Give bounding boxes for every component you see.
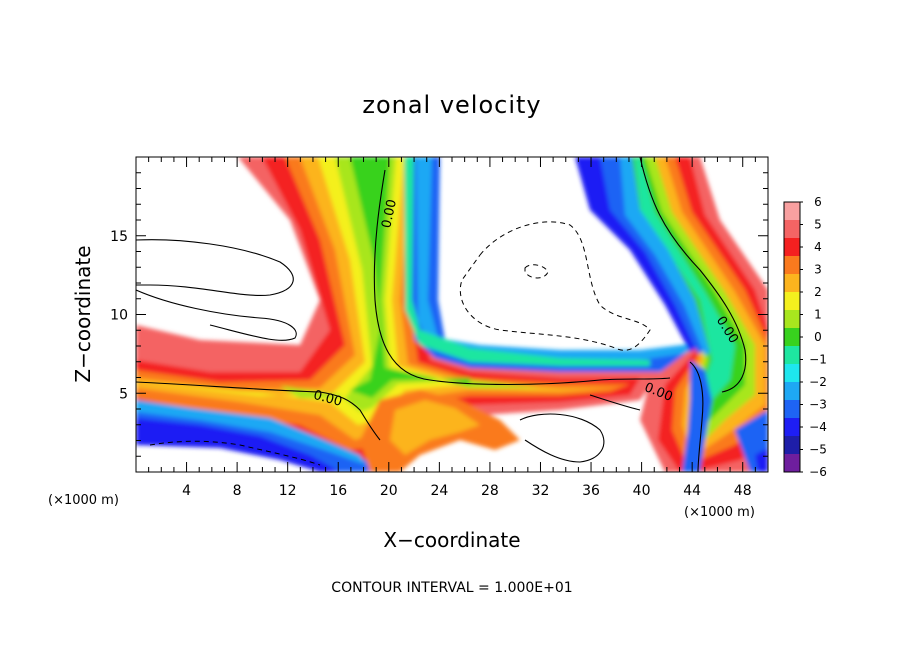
x-tick-label-0: 4 bbox=[182, 483, 191, 499]
colorbar-label-2: 4 bbox=[814, 240, 822, 254]
y-axis-title: Z−coordinate bbox=[71, 245, 95, 382]
colorbar-swatch-9 bbox=[784, 364, 800, 383]
colorbar-swatch-2 bbox=[784, 238, 800, 257]
y-axis: 5 10 15 bbox=[110, 172, 768, 457]
x-tick-label-7: 32 bbox=[532, 483, 550, 499]
colorbar-swatch-13 bbox=[784, 436, 800, 455]
x-tick-label-6: 28 bbox=[481, 483, 499, 499]
plot-area bbox=[136, 157, 768, 472]
x-tick-label-4: 20 bbox=[380, 483, 398, 499]
contour-interval-footer: CONTOUR INTERVAL = 1.000E+01 bbox=[331, 580, 572, 596]
colorbar-swatch-6 bbox=[784, 310, 800, 329]
colorbar-label-4: 2 bbox=[814, 285, 822, 299]
colorbar-label-1: 5 bbox=[814, 218, 822, 232]
x-tick-label-10: 44 bbox=[683, 483, 701, 499]
colorbar-label-9: −3 bbox=[809, 398, 827, 412]
x-unit-label-right: (×1000 m) bbox=[684, 505, 755, 520]
y-tick-label-1: 10 bbox=[110, 308, 128, 324]
y-tick-label-0: 5 bbox=[119, 386, 128, 402]
colorbar-swatch-8 bbox=[784, 346, 800, 365]
contour-label-1: 0.00 bbox=[379, 198, 400, 229]
y-tick-label-2: 15 bbox=[110, 229, 128, 245]
colorbar-swatch-10 bbox=[784, 382, 800, 401]
x-tick-label-3: 16 bbox=[329, 483, 347, 499]
colorbar-label-7: −1 bbox=[809, 353, 827, 367]
x-tick-label-9: 40 bbox=[633, 483, 651, 499]
velocity-shading bbox=[136, 157, 768, 472]
dashed-contours bbox=[149, 221, 651, 466]
x-tick-label-8: 36 bbox=[582, 483, 600, 499]
x-tick-label-1: 8 bbox=[233, 483, 242, 499]
contour-lines bbox=[136, 157, 747, 472]
chart-title: zonal velocity bbox=[362, 91, 541, 119]
colorbar-swatch-14 bbox=[784, 454, 800, 473]
colorbar-swatch-1 bbox=[784, 220, 800, 239]
colorbar-swatch-12 bbox=[784, 418, 800, 437]
x-tick-label-5: 24 bbox=[430, 483, 448, 499]
colorbar-label-5: 1 bbox=[814, 308, 822, 322]
colorbar-label-11: −5 bbox=[809, 443, 827, 457]
colorbar-label-3: 3 bbox=[814, 263, 822, 277]
colorbar-label-0: 6 bbox=[814, 195, 822, 209]
x-axis: 4 8 12 16 20 24 28 32 36 40 44 48 bbox=[148, 157, 756, 499]
colorbar-label-8: −2 bbox=[809, 375, 827, 389]
colorbar-swatch-11 bbox=[784, 400, 800, 419]
x-unit-label-left: (×1000 m) bbox=[48, 493, 119, 508]
colorbar-swatch-0 bbox=[784, 202, 800, 221]
x-axis-title: X−coordinate bbox=[383, 528, 520, 552]
colorbar-swatch-5 bbox=[784, 292, 800, 311]
colorbar-swatch-3 bbox=[784, 256, 800, 275]
colorbar-swatch-4 bbox=[784, 274, 800, 293]
colorbar-label-10: −4 bbox=[809, 420, 827, 434]
colorbar-label-12: −6 bbox=[809, 465, 827, 479]
colorbar-label-6: 0 bbox=[814, 330, 822, 344]
x-tick-label-11: 48 bbox=[734, 483, 752, 499]
colorbar-swatch-7 bbox=[784, 328, 800, 347]
contour-label-2: 0.00 bbox=[312, 388, 344, 410]
colorbar: 6 5 4 3 2 1 0 −1 −2 −3 −4 −5 −6 bbox=[783, 195, 827, 479]
x-tick-label-2: 12 bbox=[279, 483, 297, 499]
